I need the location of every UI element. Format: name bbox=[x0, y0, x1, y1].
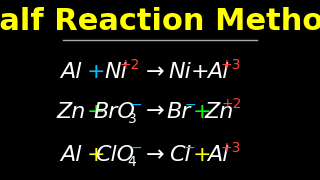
Text: +3: +3 bbox=[221, 58, 241, 72]
Text: Al: Al bbox=[207, 62, 229, 82]
Text: →: → bbox=[146, 62, 164, 82]
Text: −: − bbox=[184, 97, 196, 111]
Text: Half Reaction Method: Half Reaction Method bbox=[0, 7, 320, 36]
Text: Ni: Ni bbox=[168, 62, 191, 82]
Text: −: − bbox=[184, 141, 196, 155]
Text: 3: 3 bbox=[128, 112, 136, 126]
Text: ClO: ClO bbox=[95, 145, 134, 165]
Text: →: → bbox=[146, 145, 164, 165]
Text: +: + bbox=[193, 102, 212, 122]
Text: +: + bbox=[191, 62, 210, 82]
Text: Br: Br bbox=[166, 102, 191, 122]
Text: BrO: BrO bbox=[94, 102, 136, 122]
Text: Cl: Cl bbox=[169, 145, 190, 165]
Text: +: + bbox=[87, 102, 105, 122]
Text: +2: +2 bbox=[222, 97, 242, 111]
Text: →: → bbox=[146, 102, 164, 122]
Text: Zn: Zn bbox=[57, 102, 86, 122]
Text: +: + bbox=[87, 145, 105, 165]
Text: +: + bbox=[87, 62, 105, 82]
Text: −: − bbox=[131, 141, 143, 155]
Text: Al: Al bbox=[61, 62, 82, 82]
Text: Ni: Ni bbox=[104, 62, 127, 82]
Text: +2: +2 bbox=[119, 58, 140, 72]
Text: Al: Al bbox=[61, 145, 82, 165]
Text: Al: Al bbox=[207, 145, 229, 165]
Text: −: − bbox=[131, 97, 143, 111]
Text: +: + bbox=[193, 145, 212, 165]
Text: Zn: Zn bbox=[204, 102, 234, 122]
Text: +3: +3 bbox=[221, 141, 241, 155]
Text: 4: 4 bbox=[128, 155, 136, 169]
